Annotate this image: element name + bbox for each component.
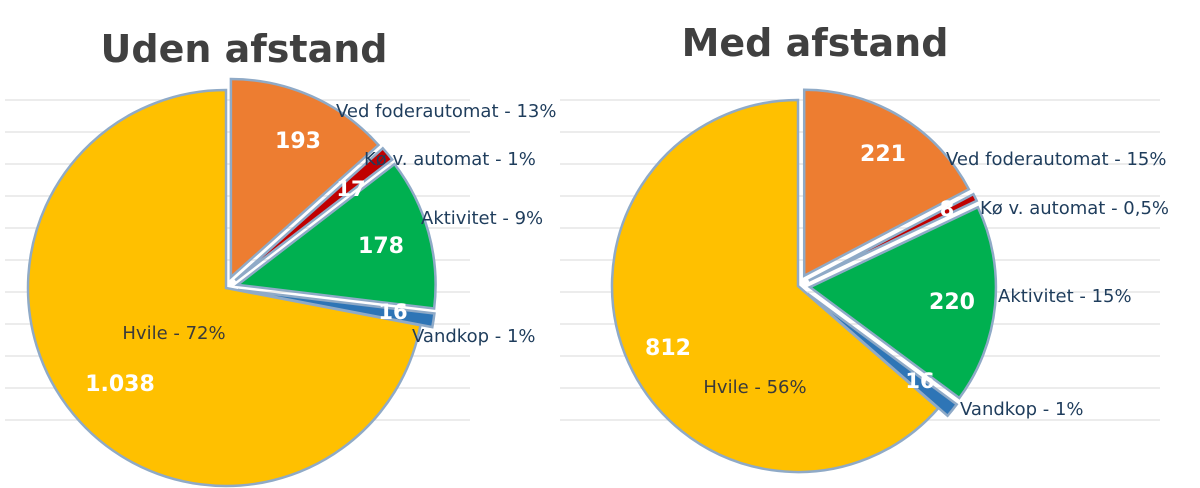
- chart-title-med-afstand: Med afstand: [682, 21, 949, 65]
- pie-slice-hvile: [610, 98, 940, 474]
- pie-slice-koe-v-automat: [808, 192, 979, 282]
- category-label-ved-foderautomat: Ved foderautomat - 13%: [336, 101, 556, 122]
- pie-slices-uden-afstand: [26, 77, 437, 488]
- value-label-koe-v-automat: 17: [336, 177, 365, 201]
- pie-slice-aktivitet: [234, 162, 437, 310]
- pie-labels-med-afstand: 221 Ved foderautomat - 15% 8 Kø v. automat …: [645, 142, 1169, 420]
- value-label-koe-v-automat: 8: [940, 197, 955, 221]
- value-label-ved-foderautomat: 221: [860, 142, 906, 167]
- pie-slice-ved-foderautomat: [229, 77, 381, 280]
- pie-slice-aktivitet: [807, 205, 998, 400]
- pie-slice-vandkop: [806, 292, 959, 418]
- pie-slice-hvile: [26, 88, 422, 488]
- pie-slice-koe-v-automat: [234, 146, 394, 282]
- category-label-koe-v-automat: Kø v. automat - 1%: [364, 149, 536, 170]
- category-label-ved-foderautomat: Ved foderautomat - 15%: [946, 149, 1166, 170]
- category-label-hvile: Hvile - 56%: [703, 377, 806, 398]
- value-label-hvile: 812: [645, 336, 691, 361]
- pie-labels-uden-afstand: 193 Ved foderautomat - 13% 17 Kø v. automat…: [85, 101, 556, 397]
- chart-title-uden-afstand: Uden afstand: [101, 27, 388, 71]
- value-label-vandkop: 16: [378, 300, 407, 324]
- pie-slices-med-afstand: [610, 88, 998, 474]
- category-label-aktivitet: Aktivitet - 15%: [998, 286, 1132, 307]
- category-label-hvile: Hvile - 72%: [122, 323, 225, 344]
- category-label-koe-v-automat: Kø v. automat - 0,5%: [980, 198, 1169, 219]
- value-label-ved-foderautomat: 193: [275, 129, 321, 154]
- category-label-vandkop: Vandkop - 1%: [960, 399, 1084, 420]
- category-label-vandkop: Vandkop - 1%: [412, 326, 536, 347]
- value-label-aktivitet: 178: [358, 234, 404, 259]
- value-label-aktivitet: 220: [929, 290, 975, 315]
- pie-chart-uden-afstand: Uden afstand 193 Ved foderautomat - 13% 17…: [26, 27, 556, 488]
- pie-slice-ved-foderautomat: [802, 88, 971, 278]
- pie-chart-med-afstand: Med afstand 221 Ved foderautomat - 15% 8 Kø…: [610, 21, 1169, 474]
- value-label-hvile: 1.038: [85, 372, 155, 397]
- value-label-vandkop: 16: [905, 369, 934, 393]
- category-label-aktivitet: Aktivitet - 9%: [421, 208, 543, 229]
